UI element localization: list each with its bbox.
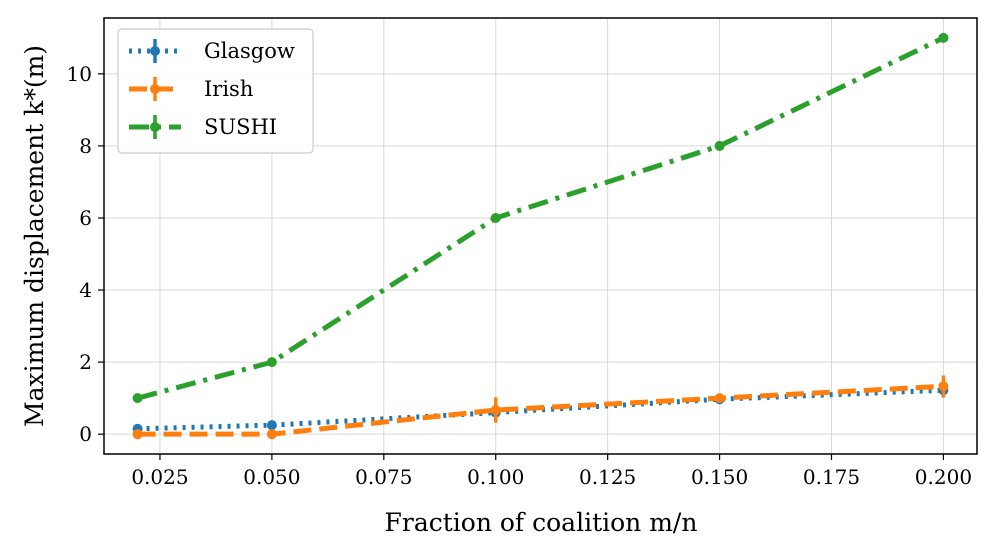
sushi-point bbox=[714, 140, 725, 151]
irish-point bbox=[938, 381, 949, 392]
x-tick-label: 0.050 bbox=[243, 465, 300, 489]
x-tick-label: 0.075 bbox=[355, 465, 412, 489]
y-axis-label: Maximum displacement k*(m) bbox=[20, 45, 49, 427]
irish-line bbox=[137, 383, 944, 437]
series-layer bbox=[132, 32, 949, 440]
x-tick-label: 0.200 bbox=[915, 465, 972, 489]
sushi-point bbox=[132, 393, 143, 404]
y-tick-label: 8 bbox=[79, 134, 92, 158]
axis-ticks: 0.025 0.050 0.075 0.100 0.125 0.150 0.175 0.200… bbox=[67, 62, 973, 489]
legend: Glasgow Irish SUSHI bbox=[117, 28, 314, 154]
legend-sushi-label: SUSHI bbox=[204, 115, 277, 139]
irish-point bbox=[266, 429, 277, 440]
y-tick-label: 2 bbox=[79, 350, 92, 374]
y-tick-label: 10 bbox=[67, 62, 92, 86]
irish-point bbox=[132, 429, 143, 440]
legend-irish-marker bbox=[150, 84, 160, 94]
glasgow-point bbox=[266, 420, 277, 431]
y-tick-label: 4 bbox=[79, 278, 92, 302]
x-axis-label: Fraction of coalition m/n bbox=[385, 508, 698, 537]
sushi-point bbox=[938, 32, 949, 43]
legend-box bbox=[117, 28, 314, 154]
x-tick-label: 0.175 bbox=[803, 465, 860, 489]
y-tick-label: 6 bbox=[79, 206, 92, 230]
legend-irish-label: Irish bbox=[204, 77, 253, 101]
x-tick-label: 0.125 bbox=[579, 465, 636, 489]
series-irish bbox=[132, 375, 949, 440]
grid bbox=[104, 18, 977, 454]
series-sushi bbox=[132, 32, 949, 404]
sushi-point bbox=[490, 212, 501, 223]
plot-frame bbox=[103, 17, 978, 455]
legend-sushi-marker bbox=[150, 122, 160, 132]
x-tick-label: 0.150 bbox=[691, 465, 748, 489]
irish-point bbox=[714, 393, 725, 404]
irish-point bbox=[490, 405, 501, 416]
y-tick-label: 0 bbox=[79, 422, 92, 446]
legend-glasgow-marker bbox=[150, 46, 160, 56]
sushi-point bbox=[266, 357, 277, 368]
x-tick-label: 0.100 bbox=[467, 465, 524, 489]
x-tick-label: 0.025 bbox=[131, 465, 188, 489]
legend-glasgow-label: Glasgow bbox=[204, 39, 295, 63]
